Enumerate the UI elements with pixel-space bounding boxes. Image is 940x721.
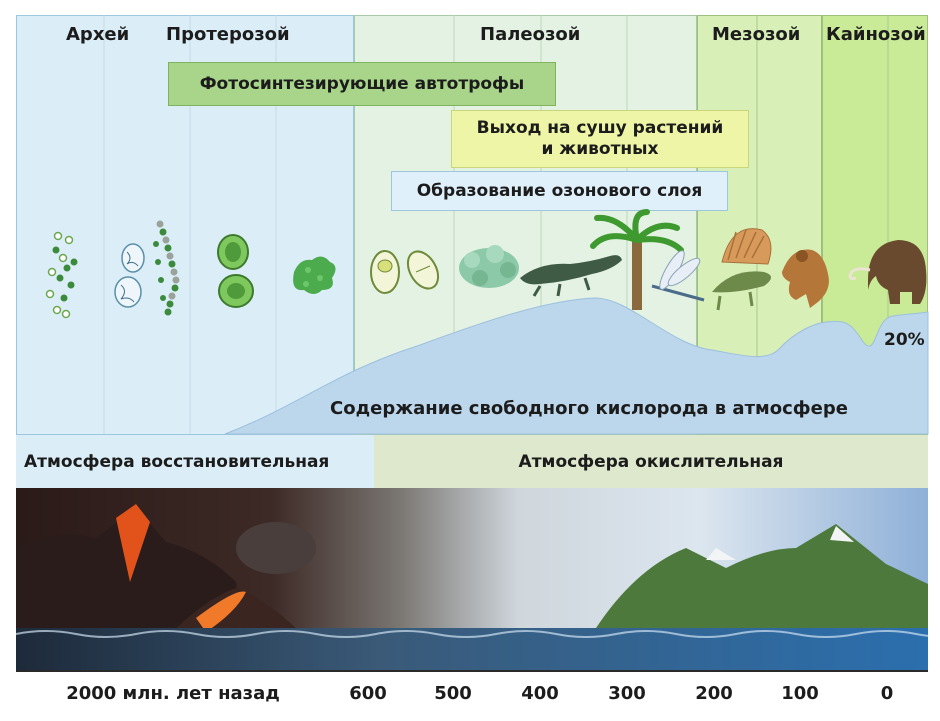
- oxygen-area: [224, 297, 929, 435]
- mammoth-icon: [848, 240, 927, 304]
- lava-flow-left: [116, 504, 150, 582]
- atmosphere-oxidizing: Атмосфера окислительная: [374, 435, 928, 488]
- organisms-row: [45, 209, 927, 319]
- colonial-alga-icon: [293, 256, 336, 294]
- dragonfly-icon: [651, 250, 705, 302]
- axis-tick-400: 400: [521, 683, 559, 704]
- oxygen-curve: [224, 297, 929, 435]
- cyanobacteria-icon: [45, 231, 78, 319]
- event-land-exit: Выход на сушу растений и животных: [451, 110, 749, 168]
- tree-fern-icon: [590, 209, 684, 310]
- filamentous-algae-icon: [153, 220, 180, 316]
- scene-waves: [16, 630, 928, 638]
- era-label-archean: Архей: [66, 24, 130, 45]
- era-label-mesozoic: Мезозой: [712, 24, 801, 45]
- landscape-scene: [16, 488, 928, 670]
- sabertooth-icon: [782, 249, 829, 308]
- bacteria-icon: [114, 243, 145, 308]
- dimetrodon-icon: [712, 228, 772, 311]
- mountain-snow: [706, 526, 854, 560]
- axis-tick-500: 500: [434, 683, 472, 704]
- atmosphere-oxidizing-label: Атмосфера окислительная: [518, 451, 784, 472]
- event-ozone: Образование озонового слоя: [391, 171, 728, 211]
- atmosphere-bar: Атмосфера восстановительная Атмосфера ок…: [16, 435, 928, 488]
- ash-cloud: [236, 522, 316, 574]
- axis-tick-300: 300: [608, 683, 646, 704]
- axis-tick-600: 600: [349, 683, 387, 704]
- time-axis-line: [16, 670, 928, 672]
- axis-tick-0: 0: [880, 683, 894, 704]
- amphibian-icon: [520, 255, 622, 297]
- axis-tick-100: 100: [781, 683, 819, 704]
- lava-flow-center: [196, 591, 246, 632]
- mountains-right: [596, 524, 928, 628]
- era-label-proterozoic: Протерозой: [166, 24, 290, 45]
- event-photosynthesis: Фотосинтезирующие автотрофы: [168, 62, 556, 106]
- atmosphere-reducing-label: Атмосфера восстановительная: [24, 451, 330, 472]
- axis-tick-2000: 2000 млн. лет назад: [66, 683, 280, 704]
- oxygen-label: Содержание свободного кислорода в атмосф…: [330, 398, 848, 419]
- era-label-paleozoic: Палеозой: [480, 24, 581, 45]
- axis-tick-200: 200: [695, 683, 733, 704]
- atmosphere-reducing: Атмосфера восстановительная: [16, 435, 374, 488]
- protists-icon: [370, 250, 440, 294]
- scene-sea: [16, 628, 928, 670]
- volcano-center: [166, 588, 306, 638]
- era-label-cenozoic: Кайнозой: [826, 24, 926, 45]
- lichen-icon: [459, 245, 519, 288]
- oxygen-current-value: 20%: [884, 330, 925, 350]
- unicellular-algae-icon: [217, 234, 254, 308]
